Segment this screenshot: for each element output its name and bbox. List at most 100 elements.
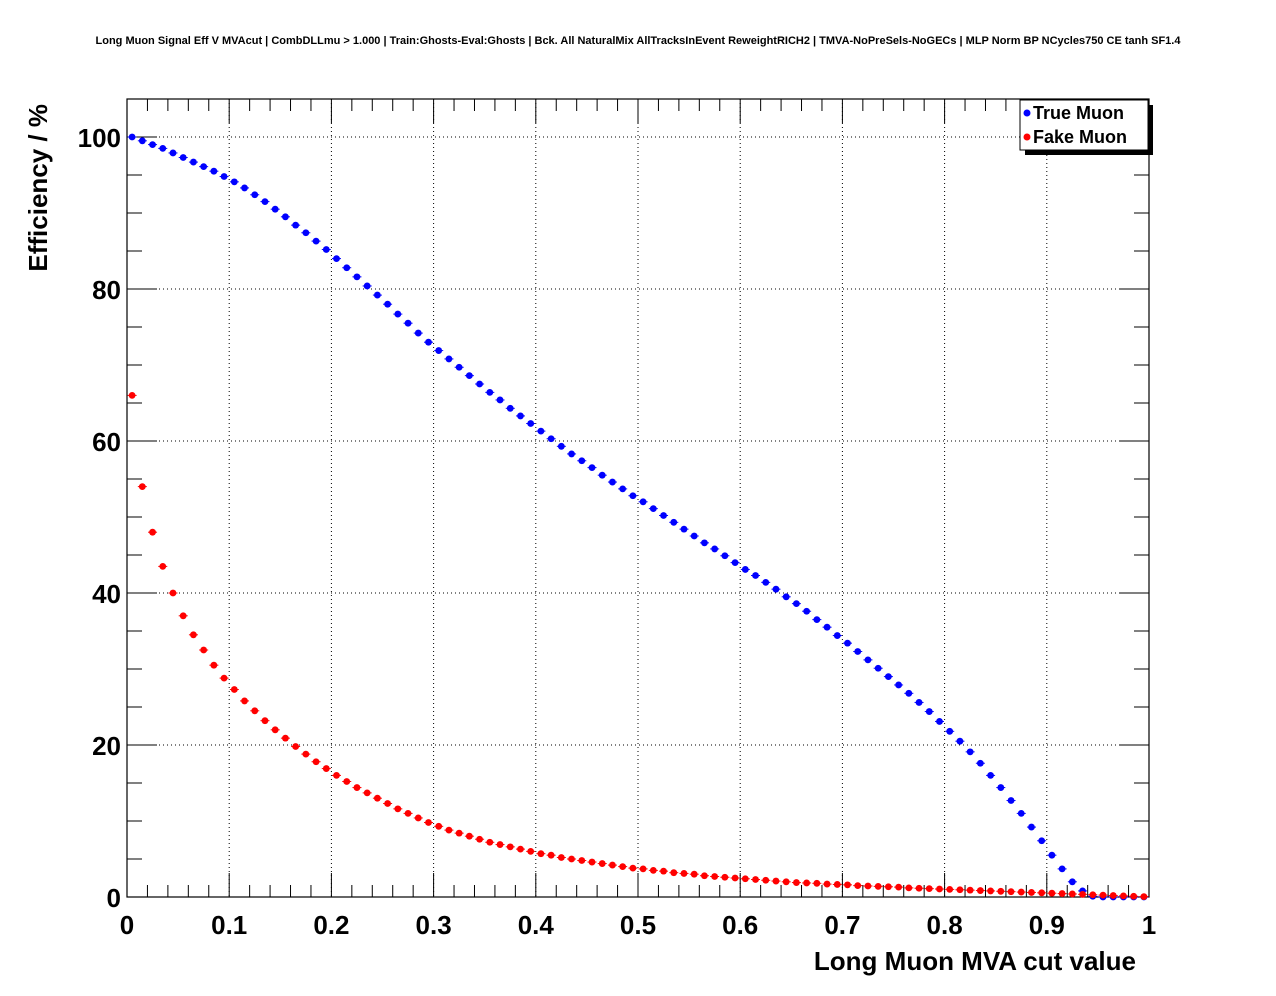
y-tick-label: 0: [107, 883, 121, 913]
fake-muon-point: [946, 886, 954, 893]
true-muon-point: [660, 512, 667, 519]
fake-muon-point: [854, 882, 862, 889]
fake-muon-point: [609, 861, 616, 869]
fake-muon-point: [282, 734, 289, 742]
true-muon-point: [557, 442, 565, 450]
true-muon-point: [578, 457, 586, 465]
true-muon-point: [946, 727, 954, 735]
fake-muon-point: [149, 528, 156, 536]
true-muon-point: [731, 559, 739, 566]
fake-muon-point: [721, 873, 729, 881]
fake-muon-point: [598, 860, 606, 867]
true-muon-point: [782, 593, 790, 601]
fake-muon-point: [496, 841, 504, 848]
legend-marker-true-muon: [1023, 109, 1031, 117]
true-muon-point: [445, 355, 453, 363]
true-muon-point: [854, 648, 862, 655]
fake-muon-point: [537, 850, 545, 858]
grid-lines: [127, 99, 1149, 897]
y-axis-title: Efficiency / %: [23, 104, 53, 272]
fake-muon-point: [1120, 892, 1127, 900]
true-muon-point: [813, 616, 821, 623]
true-muon-point: [895, 681, 903, 689]
true-muon-point: [793, 600, 800, 608]
true-muon-point: [1058, 865, 1066, 873]
true-muon-point: [915, 699, 923, 706]
x-tick-label: 0.1: [211, 910, 247, 940]
true-muon-point: [190, 158, 197, 166]
true-muon-point: [976, 759, 984, 767]
true-muon-point: [670, 518, 678, 526]
fake-muon-point: [394, 805, 402, 813]
fake-muon-point: [670, 869, 678, 877]
true-muon-point: [138, 137, 146, 145]
fake-muon-point: [936, 885, 943, 893]
fake-muon-point: [844, 881, 851, 889]
true-muon-point: [936, 718, 943, 725]
fake-muon-point: [343, 778, 351, 785]
fake-muon-point: [1079, 890, 1086, 898]
fake-muon-point: [271, 726, 279, 734]
x-tick-label: 0.3: [416, 910, 452, 940]
fake-muon-point: [731, 874, 739, 882]
plot-frame: [126, 98, 1150, 898]
true-muon-point: [609, 478, 616, 486]
fake-muon-point: [404, 810, 412, 817]
true-muon-point: [741, 566, 749, 573]
true-muon-point: [506, 404, 514, 412]
fake-muon-point: [762, 876, 770, 884]
fake-muon-point: [925, 885, 933, 893]
true-muon-point: [711, 545, 719, 553]
fake-muon-point: [1048, 889, 1056, 897]
true-muon-point: [629, 492, 637, 500]
fake-muon-point: [486, 838, 494, 846]
fake-muon-point: [690, 870, 698, 878]
true-muon-point: [312, 237, 320, 245]
fake-muon-point: [333, 772, 340, 779]
true-muon-point: [282, 213, 289, 221]
fake-muon-point: [649, 867, 657, 874]
true-muon-point: [261, 198, 269, 206]
legend-label-fake-muon: Fake Muon: [1033, 127, 1127, 147]
true-muon-point: [394, 310, 402, 318]
fake-muon-point: [455, 829, 463, 837]
fake-muon-point: [741, 875, 749, 883]
true-muon-point: [363, 282, 371, 290]
fake-muon-point: [384, 800, 392, 807]
true-muon-point: [1068, 878, 1076, 886]
true-muon-point: [343, 264, 351, 272]
fake-muon-point: [956, 886, 964, 894]
fake-muon-point: [997, 887, 1005, 895]
true-muon-point: [925, 708, 933, 715]
true-muon-point: [292, 221, 300, 229]
fake-muon-point: [1058, 890, 1066, 897]
true-muon-point: [884, 673, 892, 680]
chart-title: Long Muon Signal Eff V MVAcut | CombDLLm…: [96, 35, 1182, 47]
fake-muon-point: [1038, 889, 1046, 897]
legend-marker-fake-muon: [1023, 133, 1031, 141]
fake-muon-point: [772, 877, 780, 885]
true-muon-point: [905, 689, 913, 697]
x-tick-labels: 0 0.1 0.2 0.3 0.4 0.5 0.6 0.7 0.8 0.9 1: [120, 910, 1156, 940]
fake-muon-point: [159, 563, 167, 570]
y-tick-label: 100: [78, 123, 121, 153]
fake-muon-point: [782, 878, 790, 886]
fake-muon-point: [895, 883, 903, 891]
fake-muon-point: [292, 743, 300, 750]
fake-muon-point: [220, 674, 228, 682]
fake-muon-point: [578, 857, 586, 864]
true-muon-point: [1038, 837, 1046, 845]
fake-muon-point: [987, 887, 994, 895]
fake-muon-point: [639, 865, 647, 873]
true-muon-point: [772, 585, 780, 593]
true-muon-point: [1017, 810, 1025, 817]
fake-muon-point: [813, 879, 821, 887]
true-muon-point: [690, 532, 698, 540]
true-muon-point: [1048, 851, 1056, 859]
fake-muon-point: [1130, 892, 1138, 900]
true-muon-point: [455, 363, 463, 371]
fake-muon-point: [884, 883, 892, 891]
fake-muon-point: [476, 835, 483, 843]
fake-muon-point: [169, 589, 177, 597]
true-muon-point: [1028, 823, 1035, 831]
